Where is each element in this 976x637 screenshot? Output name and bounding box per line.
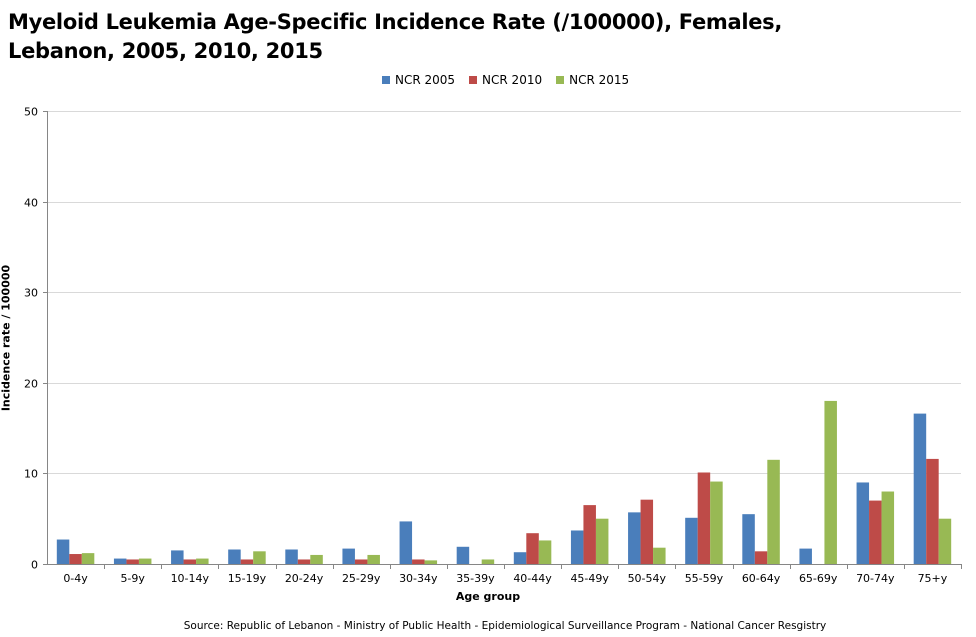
x-axis-label: Age group (455, 590, 521, 603)
bar-ncr-2005-15-19y (228, 549, 241, 564)
x-tick-label: 70-74y (856, 572, 895, 585)
y-tick-label: 40 (24, 197, 38, 210)
bar-ncr-2005-55-59y (685, 517, 698, 564)
x-tick-label: 35-39y (456, 572, 495, 585)
y-tick-label: 20 (24, 378, 38, 391)
bar-ncr-2005-20-24y (285, 549, 298, 564)
x-tick-label: 65-69y (799, 572, 838, 585)
x-tick-label: 20-24y (285, 572, 324, 585)
x-tick-label: 0-4y (63, 572, 88, 585)
legend-item-ncr-2005: NCR 2005 (382, 73, 455, 87)
chart-title: Myeloid Leukemia Age-Specific Incidence … (8, 8, 908, 66)
bar-ncr-2015-30-34y (424, 560, 438, 564)
bar-ncr-2015-5-9y (138, 558, 152, 564)
bar-ncr-2015-60-64y (767, 459, 780, 564)
bar-ncr-2010-45-49y (583, 505, 596, 564)
legend-swatch-ncr-2005 (382, 76, 390, 84)
x-tick-label: 5-9y (120, 572, 145, 585)
bar-ncr-2005-40-44y (513, 552, 527, 564)
x-tick-label: 75+y (918, 572, 948, 585)
legend-swatch-ncr-2010 (469, 76, 478, 84)
bar-ncr-2010-50-54y (640, 499, 654, 564)
bar-ncr-2010-25-29y (354, 559, 368, 564)
source-note: Source: Republic of Lebanon - Ministry o… (183, 620, 827, 632)
x-tick-label: 60-64y (742, 572, 781, 585)
legend-label-ncr-2010: NCR 2010 (482, 73, 543, 87)
bar-ncr-2010-5-9y (126, 559, 139, 564)
legend-item-ncr-2015: NCR 2015 (556, 73, 629, 87)
bar-ncr-2005-0-4y (56, 539, 70, 564)
y-tick-label: 50 (24, 106, 38, 119)
bar-ncr-2010-0-4y (69, 554, 82, 564)
x-tick-label: 50-54y (628, 572, 667, 585)
bar-ncr-2010-15-19y (240, 559, 254, 564)
bar-ncr-2015-25-29y (367, 554, 380, 564)
bar-ncr-2010-60-64y (754, 551, 768, 564)
bar-ncr-2005-30-34y (399, 521, 413, 564)
x-tick-label: 55-59y (685, 572, 724, 585)
bar-ncr-2010-40-44y (526, 533, 539, 564)
legend-swatch-ncr-2015 (556, 76, 565, 84)
bar-ncr-2005-5-9y (113, 558, 127, 564)
x-tick-label: 30-34y (399, 572, 438, 585)
bar-ncr-2015-70-74y (881, 491, 895, 564)
bar-ncr-2010-70-74y (869, 500, 882, 564)
bar-ncr-2015-65-69y (824, 400, 837, 564)
chart-title-line-1: Myeloid Leukemia Age-Specific Incidence … (8, 10, 783, 34)
x-tick-label: 25-29y (342, 572, 381, 585)
chart-legend: NCR 2005 NCR 2010 NCR 2015 (382, 71, 643, 89)
bar-ncr-2015-10-14y (196, 558, 209, 564)
legend-label-ncr-2015: NCR 2015 (569, 73, 630, 87)
bar-ncr-2015-20-24y (310, 554, 323, 564)
bar-ncr-2010-10-14y (183, 559, 197, 564)
y-tick-label: 30 (24, 287, 38, 300)
y-tick-label: 0 (31, 559, 38, 572)
legend-item-ncr-2010: NCR 2010 (469, 73, 542, 87)
bar-ncr-2015-0-4y (81, 553, 95, 564)
bar-ncr-2005-25-29y (342, 548, 355, 564)
bar-ncr-2005-10-14y (171, 550, 184, 564)
bar-ncr-2005-70-74y (856, 482, 870, 564)
bar-ncr-2010-75plusy (926, 458, 939, 564)
chart-title-line-2: Lebanon, 2005, 2010, 2015 (8, 39, 323, 63)
bar-ncr-2015-75plusy (938, 518, 952, 564)
bar-ncr-2015-40-44y (538, 540, 552, 564)
bar-ncr-2005-45-49y (570, 530, 584, 564)
x-tick-label: 45-49y (570, 572, 609, 585)
bar-ncr-2015-35-39y (481, 559, 495, 564)
y-tick-label: 10 (24, 468, 38, 481)
bar-ncr-2015-45-49y (595, 518, 609, 564)
bar-ncr-2015-15-19y (253, 551, 266, 564)
bar-ncr-2010-20-24y (297, 559, 311, 564)
bar-ncr-2010-55-59y (697, 472, 711, 564)
y-axis-label-text: Incidence rate / 100000 (0, 264, 13, 412)
bar-ncr-2005-75plusy (913, 413, 927, 564)
x-tick-label: 15-19y (228, 572, 267, 585)
legend-label-ncr-2005: NCR 2005 (395, 73, 456, 87)
bar-ncr-2005-50-54y (628, 512, 641, 564)
bar-ncr-2005-35-39y (456, 546, 470, 564)
x-tick-label: 40-44y (513, 572, 552, 585)
bar-ncr-2005-65-69y (799, 548, 812, 564)
bar-ncr-2015-55-59y (710, 481, 723, 564)
bar-ncr-2015-50-54y (653, 547, 666, 564)
bar-ncr-2010-30-34y (412, 559, 425, 564)
bar-ncr-2005-60-64y (742, 514, 755, 564)
x-tick-label: 10-14y (171, 572, 210, 585)
